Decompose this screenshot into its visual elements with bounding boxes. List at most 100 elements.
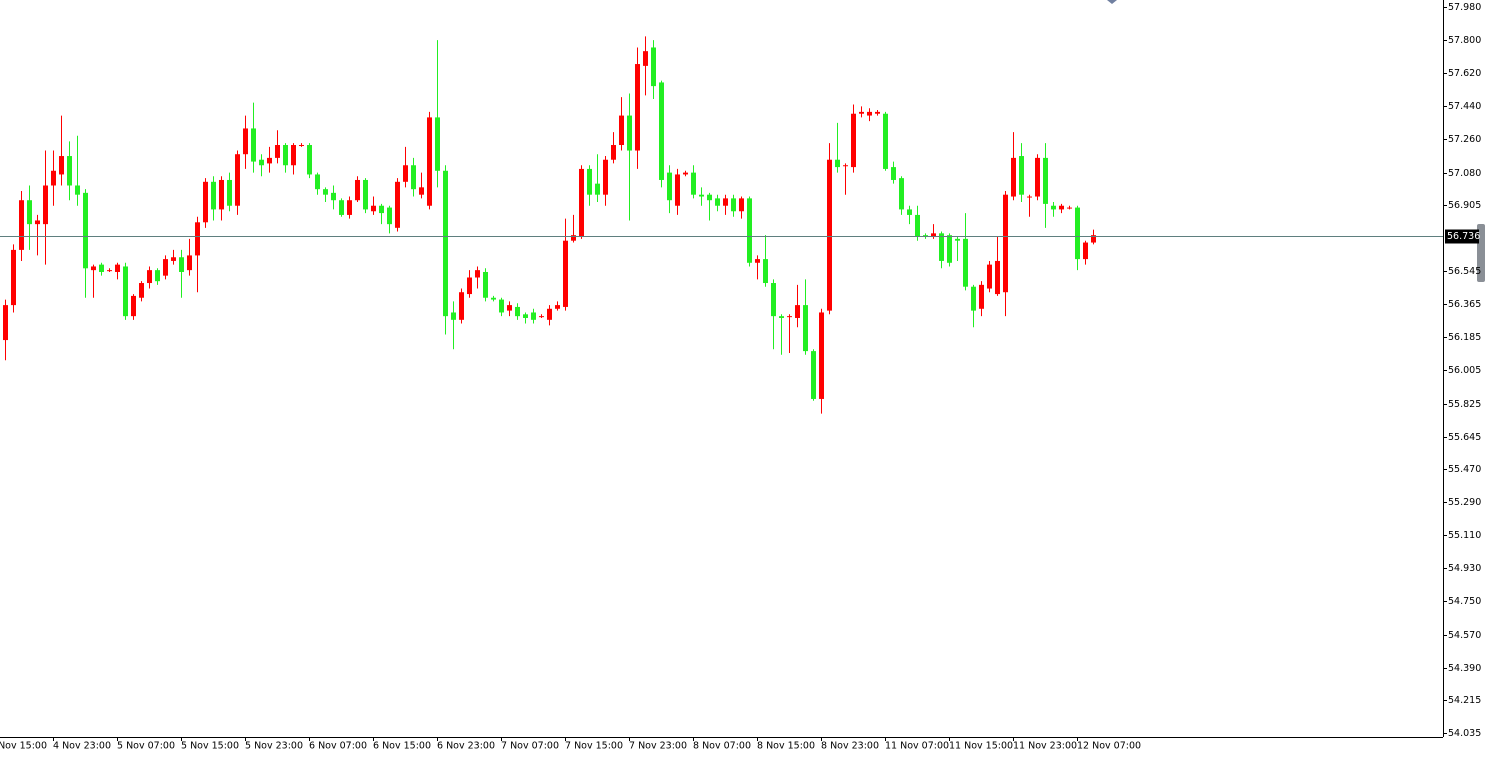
shift-marker xyxy=(1107,0,1117,4)
candle-body xyxy=(955,238,960,241)
candle-body xyxy=(1051,205,1056,210)
candle-body xyxy=(443,170,448,317)
candle-body xyxy=(155,270,160,282)
candle-body xyxy=(1035,157,1040,197)
candle-body xyxy=(347,200,352,215)
candle-body xyxy=(219,179,224,210)
candle-body xyxy=(83,192,88,269)
y-tick-label: 56.365 xyxy=(1448,299,1481,310)
candle-body xyxy=(579,168,584,238)
candle-body xyxy=(371,205,376,212)
candle-body xyxy=(467,277,472,295)
candle-body xyxy=(19,200,24,250)
candle-body xyxy=(635,64,640,151)
candle-body xyxy=(211,181,216,210)
candle-body xyxy=(731,198,736,212)
candle-body xyxy=(947,235,952,263)
candle-body xyxy=(67,156,72,186)
candle-body xyxy=(715,198,720,206)
candle-body xyxy=(483,271,488,298)
y-tick-label: 55.645 xyxy=(1448,432,1481,443)
candle-body xyxy=(755,259,760,263)
candle-body xyxy=(899,178,904,210)
x-tick-label: 12 Nov 07:00 xyxy=(1077,741,1141,752)
candle-body xyxy=(171,257,176,261)
x-tick-label: 5 Nov 07:00 xyxy=(117,741,175,752)
candle-body xyxy=(1067,207,1072,209)
y-tick-label: 57.080 xyxy=(1448,168,1481,179)
y-tick-label: 56.185 xyxy=(1448,332,1481,343)
candle-body xyxy=(379,205,384,214)
candle-body xyxy=(515,306,520,317)
candle-body xyxy=(851,113,856,168)
y-tick-label: 56.545 xyxy=(1448,266,1481,277)
y-tick-label: 57.260 xyxy=(1448,134,1481,145)
candle-body xyxy=(531,312,536,320)
candle-body xyxy=(3,305,8,341)
candle-body xyxy=(611,145,616,160)
candle-body xyxy=(227,179,232,206)
candle-body xyxy=(267,157,272,164)
candle-body xyxy=(683,172,688,175)
x-tick-label: 7 Nov 15:00 xyxy=(565,741,623,752)
candle-body xyxy=(11,249,16,306)
candle-body xyxy=(779,316,784,318)
candle-body xyxy=(123,266,128,317)
y-tick-label: 54.930 xyxy=(1448,563,1481,574)
candle-body xyxy=(1003,194,1008,293)
candle-body xyxy=(403,165,408,182)
x-tick-label: 4 Nov 23:00 xyxy=(53,741,111,752)
candle-body xyxy=(555,305,560,309)
candle-body xyxy=(203,181,208,223)
candle-body xyxy=(323,189,328,195)
x-tick-label: 8 Nov 15:00 xyxy=(757,741,815,752)
candle-body xyxy=(35,220,40,225)
candle-body xyxy=(1043,157,1048,204)
candle-body xyxy=(1027,196,1032,198)
candle-body xyxy=(587,168,592,195)
x-tick-label: 6 Nov 15:00 xyxy=(373,741,431,752)
candle-body xyxy=(51,170,56,186)
x-tick-label: 11 Nov 23:00 xyxy=(1013,741,1077,752)
candle-body xyxy=(291,145,296,166)
candle-body xyxy=(707,194,712,201)
candle-body xyxy=(723,198,728,206)
x-tick-label: 7 Nov 23:00 xyxy=(629,741,687,752)
candle-body xyxy=(387,207,392,225)
candle-body xyxy=(827,159,832,311)
candle-body xyxy=(1011,157,1016,197)
candle-body xyxy=(283,145,288,166)
candle-body xyxy=(91,266,96,271)
candle-body xyxy=(235,154,240,206)
y-tick-label: 57.620 xyxy=(1448,68,1481,79)
candle-body xyxy=(603,159,608,195)
candle-body xyxy=(643,51,648,66)
candle-body xyxy=(139,283,144,298)
candle-body xyxy=(507,305,512,311)
candle-body xyxy=(771,283,776,317)
candle-body xyxy=(59,156,64,175)
y-tick-label: 54.390 xyxy=(1448,663,1481,674)
candle-body xyxy=(419,187,424,195)
candle-body xyxy=(1083,242,1088,260)
x-tick-label: 4 Nov 15:00 xyxy=(0,741,47,752)
candle-body xyxy=(891,167,896,180)
candle-body xyxy=(547,308,552,320)
x-tick-label: 5 Nov 23:00 xyxy=(245,741,303,752)
candle-body xyxy=(395,181,400,228)
candle-body xyxy=(619,115,624,146)
candle-body xyxy=(163,259,168,276)
candle-body xyxy=(451,312,456,320)
candle-body xyxy=(315,174,320,190)
candle-body xyxy=(915,214,920,238)
candle-body xyxy=(147,270,152,284)
candle-body xyxy=(363,179,368,210)
candle-body xyxy=(995,260,1000,295)
current-price-label: 56.736 xyxy=(1447,231,1480,242)
candle-body xyxy=(339,200,344,215)
candle-body xyxy=(803,305,808,352)
candle-body xyxy=(131,295,136,317)
candle-body xyxy=(299,145,304,147)
candle-body xyxy=(971,286,976,311)
